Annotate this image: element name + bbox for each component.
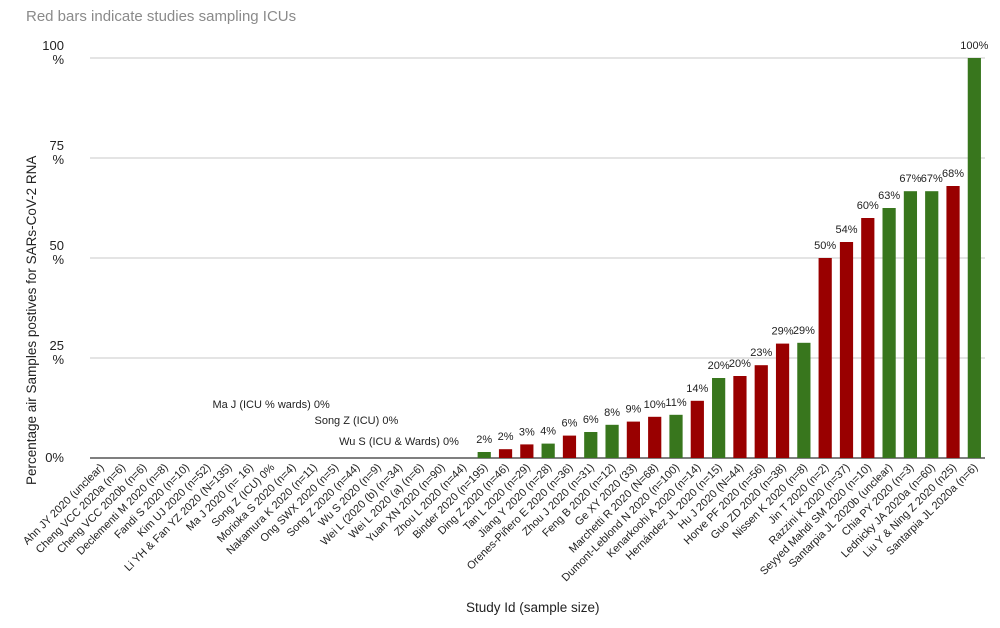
data-label: 20% — [708, 360, 730, 372]
annotation: Wu S (ICU & Wards) 0% — [339, 436, 459, 448]
bar — [605, 424, 619, 458]
data-label: 20% — [729, 358, 751, 370]
y-tick-label: 25% — [50, 338, 65, 367]
bar — [541, 443, 555, 458]
data-label: 11% — [665, 397, 686, 409]
bar — [839, 242, 854, 458]
data-label: 50% — [814, 240, 836, 252]
bar — [925, 191, 939, 458]
bar — [584, 432, 598, 458]
bar — [498, 449, 513, 458]
annotation: Song Z (ICU) 0% — [314, 415, 398, 427]
bar — [562, 435, 577, 458]
data-label: 23% — [750, 347, 772, 359]
bar — [669, 414, 683, 458]
bar — [818, 258, 832, 458]
annotation: Ma J (ICU % wards) 0% — [212, 399, 330, 411]
bar — [754, 365, 768, 458]
data-label: 29% — [772, 326, 794, 338]
data-label: 2% — [498, 431, 514, 443]
data-label: 14% — [686, 383, 708, 395]
data-label: 67% — [899, 173, 921, 185]
bar — [712, 378, 726, 458]
bar — [797, 342, 811, 458]
data-label: 63% — [878, 190, 900, 202]
y-tick-label: 100% — [42, 38, 64, 67]
bar — [882, 208, 896, 458]
bar — [967, 58, 981, 458]
bar — [648, 416, 662, 458]
bar — [477, 452, 491, 458]
bar — [690, 400, 704, 458]
y-tick-label: 75% — [50, 138, 65, 167]
y-tick-label: 0% — [45, 450, 64, 465]
data-label: 67% — [921, 173, 943, 185]
data-label: 54% — [835, 224, 857, 236]
bar — [626, 421, 640, 458]
data-label: 3% — [519, 426, 535, 438]
data-label: 29% — [793, 325, 815, 337]
bar — [775, 343, 790, 458]
chart-subtitle: Red bars indicate studies sampling ICUs — [26, 8, 297, 25]
y-tick-label: 50% — [50, 238, 65, 267]
data-label: 60% — [857, 200, 879, 212]
data-label: 2% — [476, 434, 492, 446]
data-label: 4% — [540, 426, 556, 438]
data-label: 100% — [960, 40, 988, 52]
bar — [520, 444, 534, 458]
data-label: 6% — [583, 414, 599, 426]
x-axis-label: Study Id (sample size) — [466, 600, 600, 615]
bar — [903, 191, 918, 458]
data-label: 10% — [644, 399, 666, 411]
data-label: 8% — [604, 407, 620, 419]
y-axis-label: Percentage air Samples postives for SARs… — [24, 155, 39, 485]
data-label: 68% — [942, 168, 964, 180]
bar — [861, 218, 875, 458]
data-label: 6% — [562, 418, 578, 430]
bar — [946, 186, 960, 458]
bar — [733, 376, 747, 458]
data-label: 9% — [625, 404, 641, 416]
